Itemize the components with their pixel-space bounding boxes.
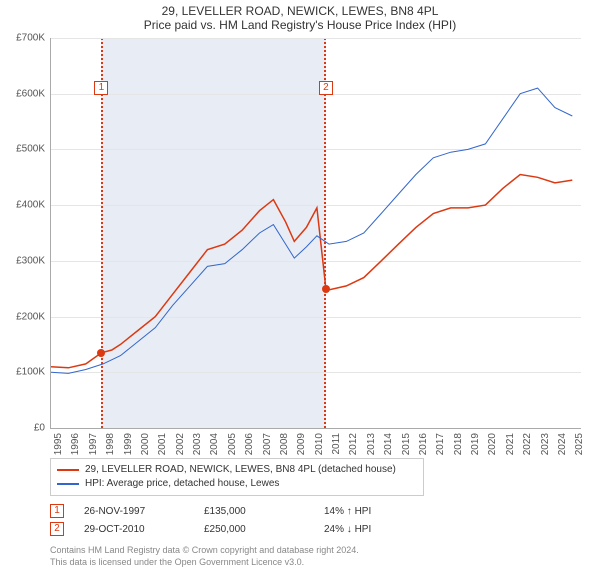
x-axis-label: 2013 <box>366 433 377 455</box>
event-date: 29-OCT-2010 <box>84 524 184 535</box>
y-axis-label: £200K <box>16 311 45 322</box>
x-axis-label: 2017 <box>435 433 446 455</box>
x-axis-label: 2006 <box>244 433 255 455</box>
x-axis-label: 2016 <box>418 433 429 455</box>
x-axis-label: 2020 <box>487 433 498 455</box>
x-axis-label: 1999 <box>123 433 134 455</box>
series-property <box>51 175 572 368</box>
x-axis-label: 2003 <box>192 433 203 455</box>
x-axis-label: 2004 <box>209 433 220 455</box>
x-axis-label: 2025 <box>574 433 585 455</box>
x-axis-label: 1996 <box>70 433 81 455</box>
x-axis-label: 2009 <box>296 433 307 455</box>
sale-marker-dot <box>97 349 105 357</box>
legend-swatch <box>57 483 79 485</box>
chart: 12 £0£100K£200K£300K£400K£500K£600K£700K… <box>50 38 580 428</box>
legend-swatch <box>57 469 79 471</box>
plot-area: 12 <box>50 38 581 429</box>
legend: 29, LEVELLER ROAD, NEWICK, LEWES, BN8 4P… <box>50 458 424 496</box>
legend-label: HPI: Average price, detached house, Lewe… <box>85 477 279 491</box>
y-axis-label: £300K <box>16 255 45 266</box>
x-axis-label: 1998 <box>105 433 116 455</box>
event-price: £135,000 <box>204 506 304 517</box>
title-sub: Price paid vs. HM Land Registry's House … <box>0 18 600 38</box>
event-num: 1 <box>50 504 64 518</box>
sale-marker-callout: 1 <box>94 81 108 95</box>
x-axis-label: 2022 <box>522 433 533 455</box>
x-axis-label: 2005 <box>227 433 238 455</box>
series-hpi <box>51 88 572 373</box>
x-axis-label: 2012 <box>348 433 359 455</box>
y-axis-label: £0 <box>34 423 45 434</box>
event-row: 2 29-OCT-2010 £250,000 24% ↓ HPI <box>50 520 600 538</box>
legend-item: 29, LEVELLER ROAD, NEWICK, LEWES, BN8 4P… <box>57 463 417 477</box>
x-axis-label: 2011 <box>331 433 342 455</box>
x-axis-label: 2024 <box>557 433 568 455</box>
event-delta: 14% ↑ HPI <box>324 506 424 517</box>
y-axis-label: £100K <box>16 367 45 378</box>
event-row: 1 26-NOV-1997 £135,000 14% ↑ HPI <box>50 502 600 520</box>
sale-events: 1 26-NOV-1997 £135,000 14% ↑ HPI 2 29-OCT-201… <box>50 502 600 538</box>
x-axis-label: 2014 <box>383 433 394 455</box>
x-axis-label: 1995 <box>53 433 64 455</box>
event-num: 2 <box>50 522 64 536</box>
footer-attribution: Contains HM Land Registry data © Crown c… <box>50 544 600 568</box>
event-date: 26-NOV-1997 <box>84 506 184 517</box>
footer-line-2: This data is licensed under the Open Gov… <box>50 556 600 568</box>
chart-lines <box>51 38 581 428</box>
title-main: 29, LEVELLER ROAD, NEWICK, LEWES, BN8 4P… <box>0 0 600 18</box>
x-axis-label: 2015 <box>401 433 412 455</box>
legend-item: HPI: Average price, detached house, Lewe… <box>57 477 417 491</box>
y-axis-label: £500K <box>16 144 45 155</box>
event-price: £250,000 <box>204 524 304 535</box>
x-axis-label: 2019 <box>470 433 481 455</box>
x-axis-label: 2000 <box>140 433 151 455</box>
x-axis-label: 2023 <box>540 433 551 455</box>
x-axis-label: 2007 <box>262 433 273 455</box>
x-axis-label: 2008 <box>279 433 290 455</box>
y-axis-label: £400K <box>16 200 45 211</box>
y-axis-label: £700K <box>16 33 45 44</box>
x-axis-label: 1997 <box>88 433 99 455</box>
x-axis-label: 2001 <box>157 433 168 455</box>
footer-line-1: Contains HM Land Registry data © Crown c… <box>50 544 600 556</box>
y-axis-label: £600K <box>16 88 45 99</box>
x-axis-label: 2018 <box>453 433 464 455</box>
event-delta: 24% ↓ HPI <box>324 524 424 535</box>
x-axis-label: 2002 <box>175 433 186 455</box>
x-axis-label: 2021 <box>505 433 516 455</box>
sale-marker-dot <box>322 285 330 293</box>
sale-marker-callout: 2 <box>319 81 333 95</box>
legend-label: 29, LEVELLER ROAD, NEWICK, LEWES, BN8 4P… <box>85 463 396 477</box>
x-axis-label: 2010 <box>314 433 325 455</box>
